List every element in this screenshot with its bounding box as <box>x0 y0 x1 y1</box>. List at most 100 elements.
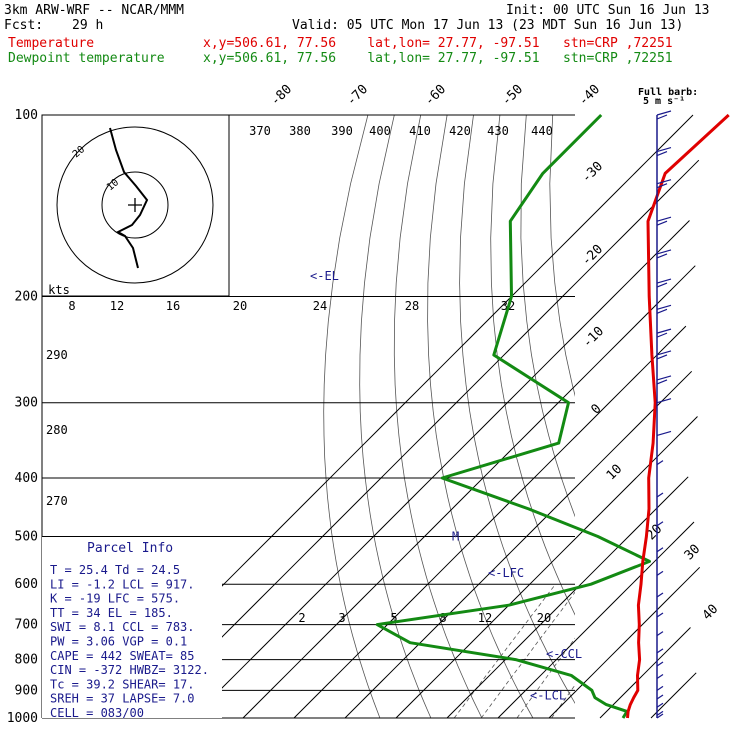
dry-adiabat-280 <box>427 115 534 718</box>
isotherm-label: -10 <box>580 324 607 351</box>
mixing-ratio-8 <box>551 684 575 718</box>
hodograph-speed-label: 24 <box>313 299 327 313</box>
dry-adiabat-370 <box>685 115 740 718</box>
forecast-label: Fcst: <box>4 18 44 33</box>
wind-barbs <box>656 110 672 719</box>
wind-barb <box>656 216 672 222</box>
dry-adiabat-270 <box>393 115 483 718</box>
barb-legend-units: 5 m s⁻¹ <box>643 96 685 107</box>
wind-barb-tick <box>656 308 668 314</box>
dry-adiabat-320 <box>549 115 575 397</box>
theta-side-label: 290 <box>46 348 68 362</box>
isotherm-10 <box>548 566 701 719</box>
wind-barb <box>656 460 664 466</box>
wind-barb <box>656 710 664 716</box>
wind-barb <box>656 648 664 654</box>
wind-barb <box>656 612 664 618</box>
wind-barb <box>656 685 664 691</box>
wind-barb <box>656 147 672 153</box>
hodograph-speed-label: 16 <box>166 299 180 313</box>
mixing-ratio-label: 5 <box>390 611 397 625</box>
temperature-legend-label: Temperature <box>8 36 95 51</box>
isotherm--40 <box>293 325 687 719</box>
wind-barb-tick <box>656 183 668 189</box>
dry-adiabat-340 <box>606 115 740 718</box>
level-marker-el: <-EL <box>310 269 339 283</box>
hodograph-ring-label: 10 <box>105 177 121 193</box>
theta-side-label: 280 <box>46 423 68 437</box>
dewpoint-legend-label: Dewpoint temperature <box>8 51 165 66</box>
mixing-ratio-label: 12 <box>478 611 492 625</box>
wind-barb-tick <box>656 379 668 385</box>
parcel-info-row: CAPE = 442 SWEAT= 85 <box>50 649 195 663</box>
dry-adiabat-380 <box>711 115 740 718</box>
init-time: Init: 00 UTC Sun 16 Jun 13 <box>506 3 710 18</box>
level-markers: <-EL M <-LFC <-CCL <-LCL <box>310 269 582 702</box>
isotherm-30 <box>650 672 697 719</box>
dry-adiabat-290 <box>459 115 575 704</box>
wind-barb-tick <box>656 114 668 120</box>
wind-barb <box>656 521 664 527</box>
temperature-station-info: x,y=506.61, 77.56 lat,lon= 27.77, -97.51… <box>203 36 673 51</box>
isotherm-label: -20 <box>579 242 606 269</box>
dewpoint-station-info: x,y=506.61, 77.56 lat,lon= 27.77, -97.51… <box>203 51 673 66</box>
pressure-tick-label: 600 <box>15 577 38 592</box>
parcel-info-rows: T = 25.4 Td = 24.5LI = -1.2 LCL = 917.K … <box>50 563 209 720</box>
hodograph-frame <box>41 114 230 297</box>
mixing-ratio-label: 2 <box>298 611 305 625</box>
isotherm--60 <box>191 220 690 719</box>
barb-legend-title: Full barb: <box>638 87 698 98</box>
wind-barb <box>656 713 664 719</box>
hodograph-ring-inner <box>101 171 169 239</box>
wind-barb <box>656 249 672 255</box>
wind-barb <box>656 375 672 381</box>
mixing-ratio-label: 8 <box>439 611 446 625</box>
theta-label: 380 <box>289 124 311 138</box>
wind-barb <box>656 661 664 667</box>
dry-adiabat-250 <box>323 115 381 718</box>
wind-barb <box>656 110 672 116</box>
wind-barb <box>656 304 672 310</box>
wind-barb-tick <box>656 151 668 157</box>
theta-label: 440 <box>531 124 553 138</box>
isotherm-label: -60 <box>422 82 449 109</box>
isotherm-label: -30 <box>579 159 606 186</box>
parcel-info-row: CIN = -372 HWBZ= 3122. <box>50 663 209 677</box>
level-marker-lcl: <-LCL <box>530 688 566 702</box>
wind-barb <box>656 570 664 576</box>
isotherm-20 <box>599 627 691 719</box>
wind-barb <box>656 430 672 437</box>
parcel-info-title: Parcel Info <box>87 541 173 556</box>
theta-label: 430 <box>487 124 509 138</box>
isotherm-label: -70 <box>344 82 371 109</box>
theta-label: 390 <box>331 124 353 138</box>
wind-barb <box>656 592 664 598</box>
pressure-tick-label: 1000 <box>7 711 38 726</box>
dry-adiabat-360 <box>658 115 740 718</box>
parcel-info-row: T = 25.4 Td = 24.5 <box>50 563 180 577</box>
dry-adiabat-310 <box>520 115 575 518</box>
dry-adiabat-350 <box>632 115 740 718</box>
wind-barb <box>656 631 664 637</box>
hodograph-speed-label: 12 <box>110 299 124 313</box>
hodograph-speed-label: 8 <box>68 299 75 313</box>
hodograph-ring-outer <box>56 126 214 284</box>
wind-barb <box>656 179 672 185</box>
wind-barb <box>656 694 664 700</box>
model-title: 3km ARW-WRF -- NCAR/MMM <box>4 3 185 18</box>
isotherm-label: 10 <box>604 462 626 484</box>
wind-barb <box>656 350 672 356</box>
parcel-info-row: CELL = 083/00 <box>50 706 144 720</box>
parcel-info-row: Tc = 39.2 SHEAR= 17. <box>50 677 195 691</box>
theta-label: 400 <box>369 124 391 138</box>
hodograph-origin-marker <box>128 198 142 212</box>
mixing-ratio-label: 20 <box>537 611 551 625</box>
parcel-info-row: SREH = 37 LAPSE= 7.0 <box>50 692 195 706</box>
wind-barb <box>656 547 664 553</box>
isotherm--70 <box>140 159 700 719</box>
isotherm--50 <box>242 265 696 719</box>
parcel-info-row: SWI = 8.1 CCL = 783. <box>50 620 195 634</box>
dry-adiabats <box>323 115 740 718</box>
valid-time: Valid: 05 UTC Mon 17 Jun 13 (23 MDT Sun … <box>292 18 684 33</box>
